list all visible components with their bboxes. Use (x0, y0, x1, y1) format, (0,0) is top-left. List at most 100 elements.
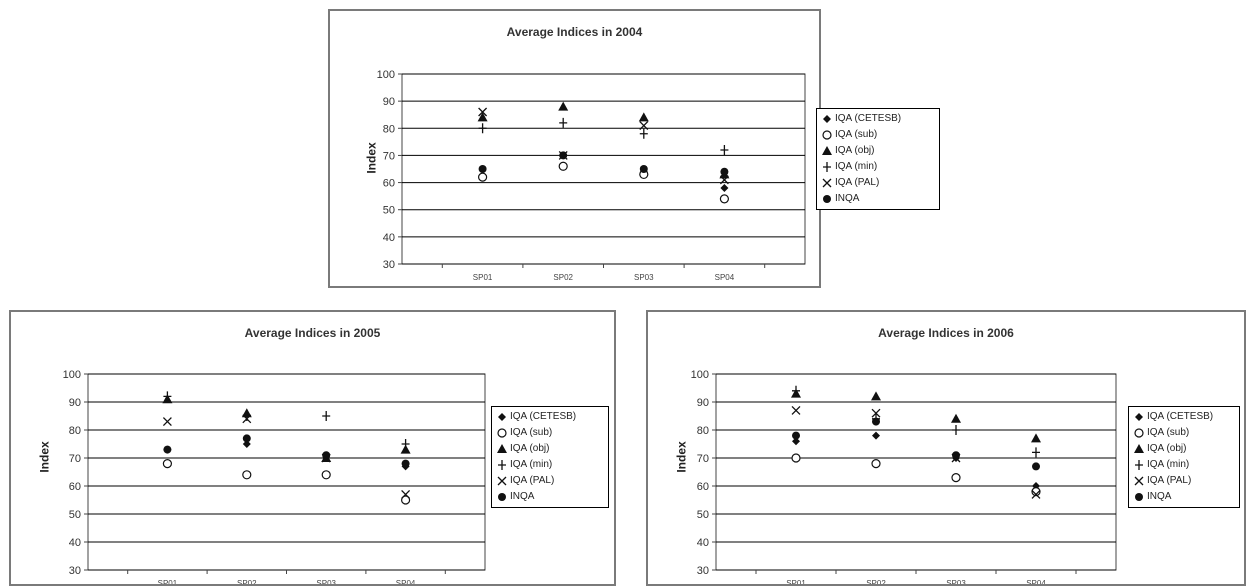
data-point (1032, 462, 1040, 471)
y-tick-label: 90 (69, 397, 81, 409)
x-tick-label: SP02 (237, 579, 257, 584)
data-point (559, 151, 568, 160)
y-tick-label: 60 (697, 481, 709, 493)
data-point (638, 112, 649, 122)
y-tick-label: 40 (69, 537, 81, 549)
y-tick-label: 70 (69, 453, 81, 465)
data-point (478, 165, 487, 173)
x-tick-label: SP03 (946, 579, 966, 584)
legend-label: IQA (obj) (1147, 443, 1187, 454)
x-tick-label: SP03 (316, 579, 336, 584)
chart-title: Average Indices in 2005 (244, 326, 381, 340)
data-point (792, 431, 800, 440)
legend-label: IQA (PAL) (1147, 475, 1192, 486)
data-point (558, 101, 569, 111)
data-point (791, 453, 801, 463)
data-point (1032, 447, 1040, 458)
legend-label: IQA (CETESB) (1147, 411, 1214, 422)
data-point (1031, 489, 1041, 499)
legend-label: INQA (1147, 491, 1172, 502)
legend-marker (1135, 413, 1143, 421)
legend-marker-icon (1134, 476, 1144, 486)
data-point (1031, 487, 1041, 497)
y-tick-label: 70 (697, 453, 709, 465)
y-tick-label: 30 (697, 565, 709, 577)
data-point (639, 121, 649, 131)
data-point (791, 405, 801, 415)
series-iqa-sub (478, 161, 729, 204)
y-tick-label: 90 (697, 397, 709, 409)
legend-label: IQA (min) (1147, 459, 1190, 470)
legend-marker (498, 413, 506, 421)
data-point (719, 175, 729, 185)
legend-item: IQA (CETESB) (821, 111, 935, 127)
x-tick-label: SP04 (1026, 579, 1046, 584)
series-iqa-min (478, 117, 729, 155)
data-point (720, 145, 729, 155)
data-point (871, 459, 881, 469)
x-tick-label: SP04 (715, 273, 735, 282)
legend-label: IQA (CETESB) (835, 113, 902, 124)
y-tick-label: 80 (697, 425, 709, 437)
legend-marker-icon (1135, 460, 1143, 470)
x-tick-label: SP01 (158, 579, 178, 584)
plot-svg: 30 40 50 60 70 80 90 100 SP01 SP02 SP03 SP04 (377, 69, 806, 282)
legend-label: IQA (PAL) (510, 475, 555, 486)
plot-area (401, 73, 806, 265)
data-point (952, 425, 960, 435)
data-point (242, 434, 251, 443)
y-tick-label: 30 (383, 259, 395, 271)
legend-item: IQA (min) (496, 457, 604, 473)
x-tick-label: SP03 (634, 273, 654, 282)
x-tick-label: SP02 (553, 273, 573, 282)
data-point (871, 391, 881, 401)
data-point (400, 444, 411, 454)
data-point (559, 117, 568, 128)
legend-marker-icon (497, 476, 507, 486)
data-point (478, 172, 488, 182)
legend: IQA (CETESB) IQA (sub) IQA (obj) IQA (min) I… (491, 406, 609, 508)
legend-item: IQA (PAL) (1133, 473, 1235, 489)
legend-item: IQA (min) (821, 159, 935, 175)
legend-marker (822, 178, 832, 188)
legend-marker (1135, 493, 1143, 501)
legend-item: IQA (CETESB) (1133, 409, 1235, 425)
data-point (558, 161, 568, 171)
data-point (242, 414, 252, 424)
legend-item: IQA (CETESB) (496, 409, 604, 425)
plot-area (87, 373, 486, 571)
y-tick-label: 40 (383, 232, 395, 244)
legend-marker (497, 444, 507, 453)
data-point (872, 417, 880, 426)
data-point (871, 408, 881, 418)
data-point (951, 473, 961, 483)
data-point (242, 470, 252, 480)
y-tick-label: 70 (383, 150, 395, 162)
y-tick-label: 60 (383, 178, 395, 190)
legend-marker-icon (823, 115, 831, 123)
legend-marker (1135, 460, 1143, 470)
legend-item: INQA (821, 191, 935, 207)
legend-marker (823, 195, 831, 203)
legend-item: IQA (sub) (821, 127, 935, 143)
legend-marker-icon (822, 130, 832, 140)
chart-panel-2004: Average Indices in 2004 Index 30 40 50 60 70… (328, 9, 940, 288)
legend-marker-icon (498, 460, 506, 470)
series-inqa (792, 417, 1040, 471)
legend-item: IQA (PAL) (821, 175, 935, 191)
chart-title: Average Indices in 2006 (878, 326, 1014, 340)
x-tick-label: SP02 (866, 579, 886, 584)
y-tick-label: 100 (377, 69, 395, 81)
data-point (401, 495, 411, 505)
y-tick-label: 100 (691, 369, 709, 381)
x-tick-label: SP04 (396, 579, 416, 584)
legend-label: IQA (PAL) (835, 177, 880, 188)
data-point (872, 431, 880, 440)
legend-item: INQA (1133, 489, 1235, 505)
y-tick-label: 100 (63, 369, 81, 381)
plot-svg: 30 40 50 60 70 80 90 100 SP01 SP02 SP03 SP04 (63, 369, 486, 584)
legend-label: IQA (CETESB) (510, 411, 577, 422)
x-tick-label: SP01 (473, 273, 493, 282)
y-tick-label: 40 (697, 537, 709, 549)
x-tick-label: SP01 (786, 579, 806, 584)
